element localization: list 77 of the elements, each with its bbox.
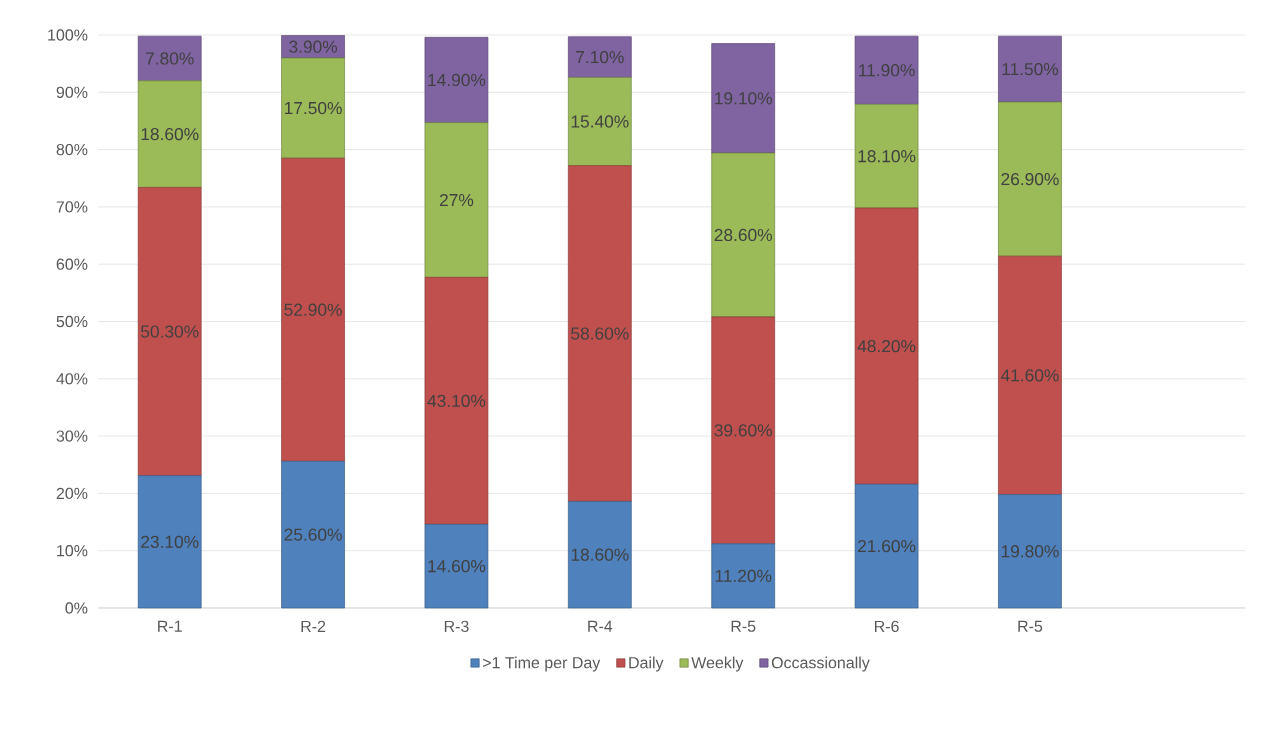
x-tick-label: R-5 bbox=[1018, 620, 1043, 632]
bar bbox=[281, 157, 345, 462]
bar bbox=[567, 36, 632, 78]
data-label: 3.90% bbox=[289, 40, 338, 53]
bar bbox=[998, 101, 1062, 257]
data-label: 26.90% bbox=[1001, 172, 1059, 186]
x-tick-label: R-4 bbox=[588, 620, 613, 632]
data-label: 58.60% bbox=[571, 327, 629, 340]
bar bbox=[424, 122, 489, 278]
y-tick-label: 30% bbox=[56, 430, 88, 442]
bar bbox=[998, 255, 1062, 495]
legend-label: Weekly bbox=[691, 656, 744, 672]
data-label: 19.80% bbox=[1001, 545, 1059, 558]
data-label: 50.30% bbox=[140, 325, 199, 338]
y-tick-label: 0% bbox=[65, 602, 88, 614]
bar bbox=[281, 460, 345, 609]
bar bbox=[567, 501, 632, 609]
bar bbox=[854, 207, 919, 485]
data-label: 19.10% bbox=[715, 92, 772, 105]
bar bbox=[281, 57, 345, 159]
y-tick-label: 20% bbox=[56, 487, 88, 500]
data-label: 43.10% bbox=[427, 394, 486, 407]
bar bbox=[854, 483, 919, 609]
data-label: 39.60% bbox=[714, 424, 772, 437]
y-tick-label: 80% bbox=[56, 143, 88, 156]
x-tick-label: R-1 bbox=[158, 620, 182, 632]
y-tick-label: 70% bbox=[56, 201, 88, 213]
data-label: 25.60% bbox=[284, 528, 342, 541]
x-tick-label: R-3 bbox=[444, 620, 469, 633]
bar bbox=[137, 35, 202, 82]
bar bbox=[567, 165, 632, 502]
bar bbox=[711, 543, 776, 609]
data-label: 18.60% bbox=[571, 548, 629, 561]
data-label: 7.10% bbox=[576, 50, 624, 64]
x-tick-label: R-6 bbox=[874, 620, 899, 633]
data-label: 17.50% bbox=[284, 101, 342, 115]
y-tick-label: 90% bbox=[56, 86, 88, 98]
bar bbox=[424, 277, 489, 525]
data-label: 18.10% bbox=[858, 150, 916, 163]
y-tick-label: 100% bbox=[48, 29, 88, 41]
bar bbox=[137, 187, 202, 476]
bar bbox=[711, 316, 776, 545]
bar bbox=[998, 494, 1062, 609]
data-label: 14.60% bbox=[428, 560, 486, 573]
y-tick-label: 40% bbox=[56, 373, 88, 385]
data-label: 7.80% bbox=[146, 52, 194, 65]
data-label: 18.60% bbox=[141, 127, 199, 141]
bar bbox=[567, 77, 632, 166]
data-label: 48.20% bbox=[857, 339, 916, 353]
legend-label: Daily bbox=[629, 656, 664, 672]
legend-label: >1 Time per Day bbox=[483, 656, 601, 672]
bar bbox=[424, 36, 489, 124]
data-label: 52.90% bbox=[284, 303, 342, 316]
data-label: 11.90% bbox=[859, 64, 915, 77]
data-label: 28.60% bbox=[714, 228, 772, 242]
data-label: 41.60% bbox=[1000, 369, 1059, 382]
bar bbox=[711, 152, 776, 318]
y-tick-label: 10% bbox=[57, 545, 88, 557]
data-label: 14.90% bbox=[428, 73, 486, 87]
data-label: 27% bbox=[439, 193, 474, 207]
bar bbox=[998, 35, 1062, 103]
bar bbox=[854, 103, 919, 209]
x-tick-label: R-5 bbox=[731, 620, 756, 632]
data-label: 21.60% bbox=[858, 539, 916, 553]
bar bbox=[137, 80, 202, 188]
legend-label: Occassionally bbox=[771, 656, 870, 672]
bar bbox=[711, 43, 776, 154]
x-tick-label: R-2 bbox=[301, 620, 326, 632]
bar bbox=[137, 475, 202, 609]
y-tick-label: 60% bbox=[56, 258, 88, 270]
data-label: 15.40% bbox=[571, 115, 629, 128]
data-label: 11.50% bbox=[1002, 62, 1059, 76]
bar bbox=[424, 524, 489, 609]
data-label: 11.20% bbox=[715, 569, 772, 583]
data-label: 23.10% bbox=[141, 535, 199, 548]
y-tick-label: 50% bbox=[56, 315, 88, 328]
bar bbox=[854, 35, 919, 105]
